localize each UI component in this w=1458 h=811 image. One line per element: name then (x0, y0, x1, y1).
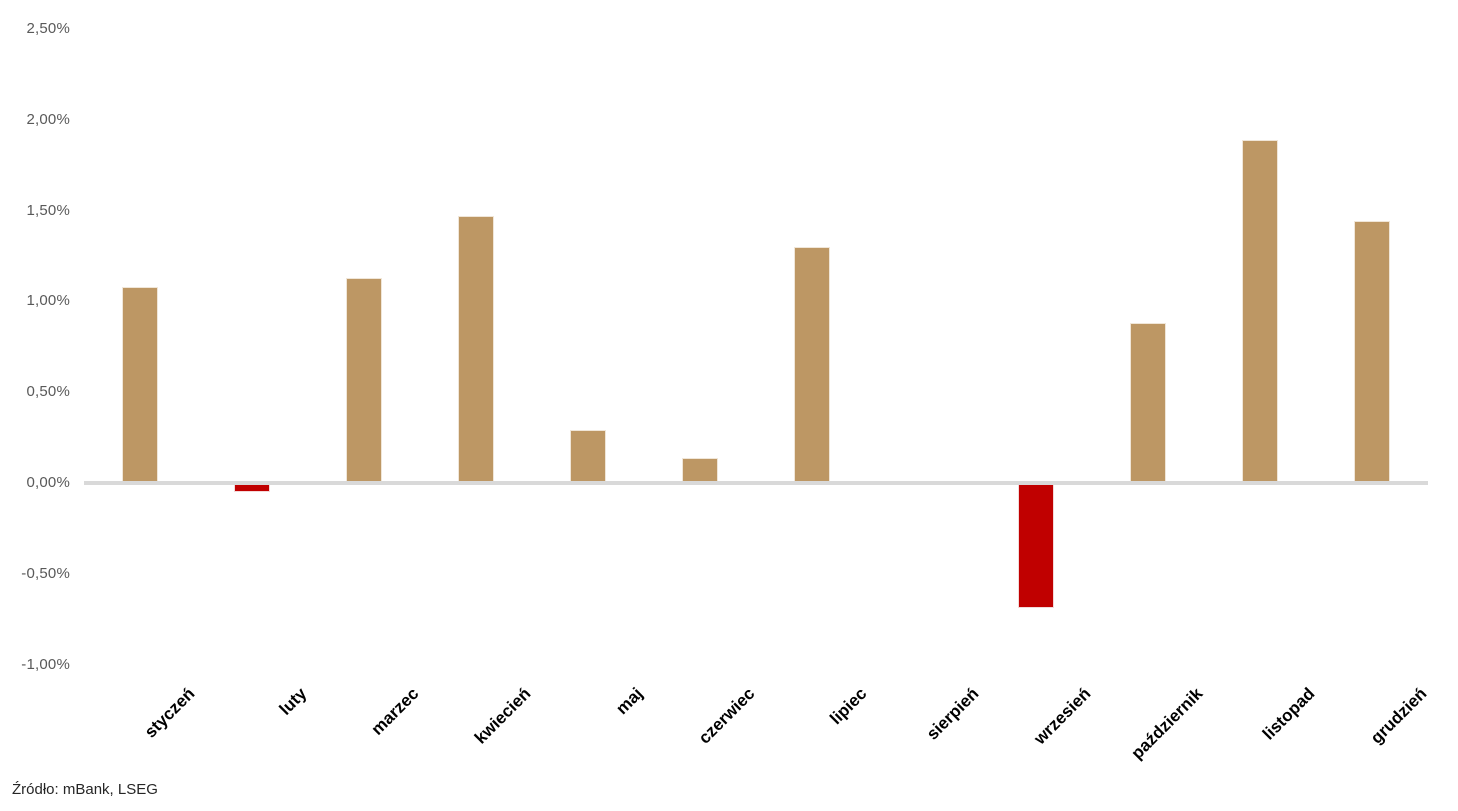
x-axis-label-lipiec: lipiec (826, 684, 871, 729)
x-axis-label-pazdziernik: październik (1127, 684, 1207, 763)
y-axis-tick-label: 1,00% (26, 292, 70, 310)
y-axis-tick-label: 1,50% (26, 201, 70, 219)
x-axis-label-styczen: styczeń (140, 684, 199, 742)
source-note: Źródło: mBank, LSEG (12, 781, 158, 798)
bar-listopad (1242, 139, 1278, 483)
bar-maj (570, 430, 606, 483)
x-axis-label-kwiecien: kwiecień (470, 684, 535, 748)
y-axis-tick-label: 2,00% (26, 110, 70, 128)
x-axis-label-luty: luty (275, 684, 311, 719)
y-axis-tick-label: 0,00% (26, 474, 70, 491)
zero-axis-line (84, 481, 1428, 485)
bar-grudzien (1354, 221, 1390, 483)
bar-styczen (122, 286, 158, 483)
x-axis-label-grudzien: grudzień (1366, 684, 1431, 748)
bar-kwiecien (458, 216, 494, 483)
bar-pazdziernik (1130, 323, 1166, 483)
y-axis-tick-label: 0,50% (26, 383, 70, 401)
bar-czerwiec (682, 457, 718, 483)
x-axis-label-sierpien: sierpień (922, 684, 983, 744)
x-axis-label-czerwiec: czerwiec (694, 684, 759, 748)
x-axis-label-wrzesien: wrzesień (1030, 684, 1095, 749)
x-axis-label-listopad: listopad (1258, 684, 1319, 744)
y-axis-tick-label: 2,50% (26, 20, 70, 37)
bar-lipiec (794, 246, 830, 483)
bar-wrzesien (1018, 483, 1054, 609)
x-axis-label-marzec: marzec (367, 684, 423, 739)
x-axis-label-maj: maj (612, 684, 647, 719)
y-axis-tick-label: -1,00% (21, 655, 70, 673)
bar-marzec (346, 277, 382, 483)
y-axis-tick-label: -0,50% (21, 564, 70, 582)
